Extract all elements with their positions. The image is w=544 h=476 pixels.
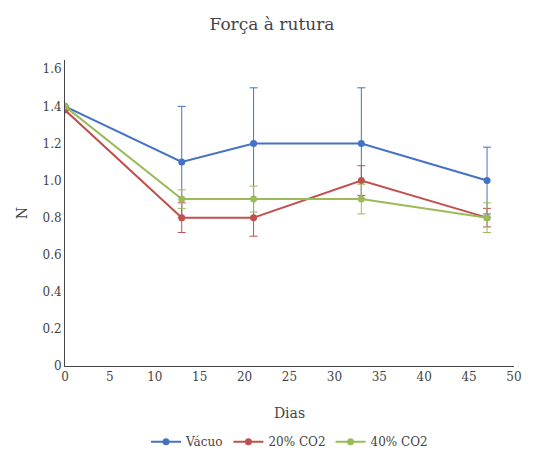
svg-text:0: 0 xyxy=(54,359,62,373)
svg-text:0.2: 0.2 xyxy=(43,322,62,336)
svg-text:30: 30 xyxy=(327,370,342,384)
svg-text:0.6: 0.6 xyxy=(43,248,62,262)
svg-text:35: 35 xyxy=(372,370,387,384)
svg-text:45: 45 xyxy=(461,370,476,384)
svg-text:N: N xyxy=(14,207,30,219)
svg-text:40: 40 xyxy=(417,370,432,384)
svg-text:5: 5 xyxy=(106,370,114,384)
svg-text:25: 25 xyxy=(282,370,297,384)
svg-text:0: 0 xyxy=(61,370,69,384)
svg-text:1.6: 1.6 xyxy=(43,62,62,76)
svg-text:20: 20 xyxy=(237,370,252,384)
svg-text:Força à rutura: Força à rutura xyxy=(210,14,335,34)
svg-text:1.0: 1.0 xyxy=(43,174,62,188)
svg-text:50: 50 xyxy=(506,370,521,384)
svg-text:0.4: 0.4 xyxy=(43,285,62,299)
svg-text:40% CO2: 40% CO2 xyxy=(371,435,428,449)
svg-text:15: 15 xyxy=(192,370,207,384)
svg-text:0.8: 0.8 xyxy=(43,211,62,225)
svg-text:1.4: 1.4 xyxy=(43,100,62,114)
svg-text:Vácuo: Vácuo xyxy=(185,435,222,449)
svg-text:1.2: 1.2 xyxy=(43,137,62,151)
svg-text:20% CO2: 20% CO2 xyxy=(268,435,325,449)
svg-text:Dias: Dias xyxy=(274,405,305,421)
svg-text:10: 10 xyxy=(147,370,162,384)
